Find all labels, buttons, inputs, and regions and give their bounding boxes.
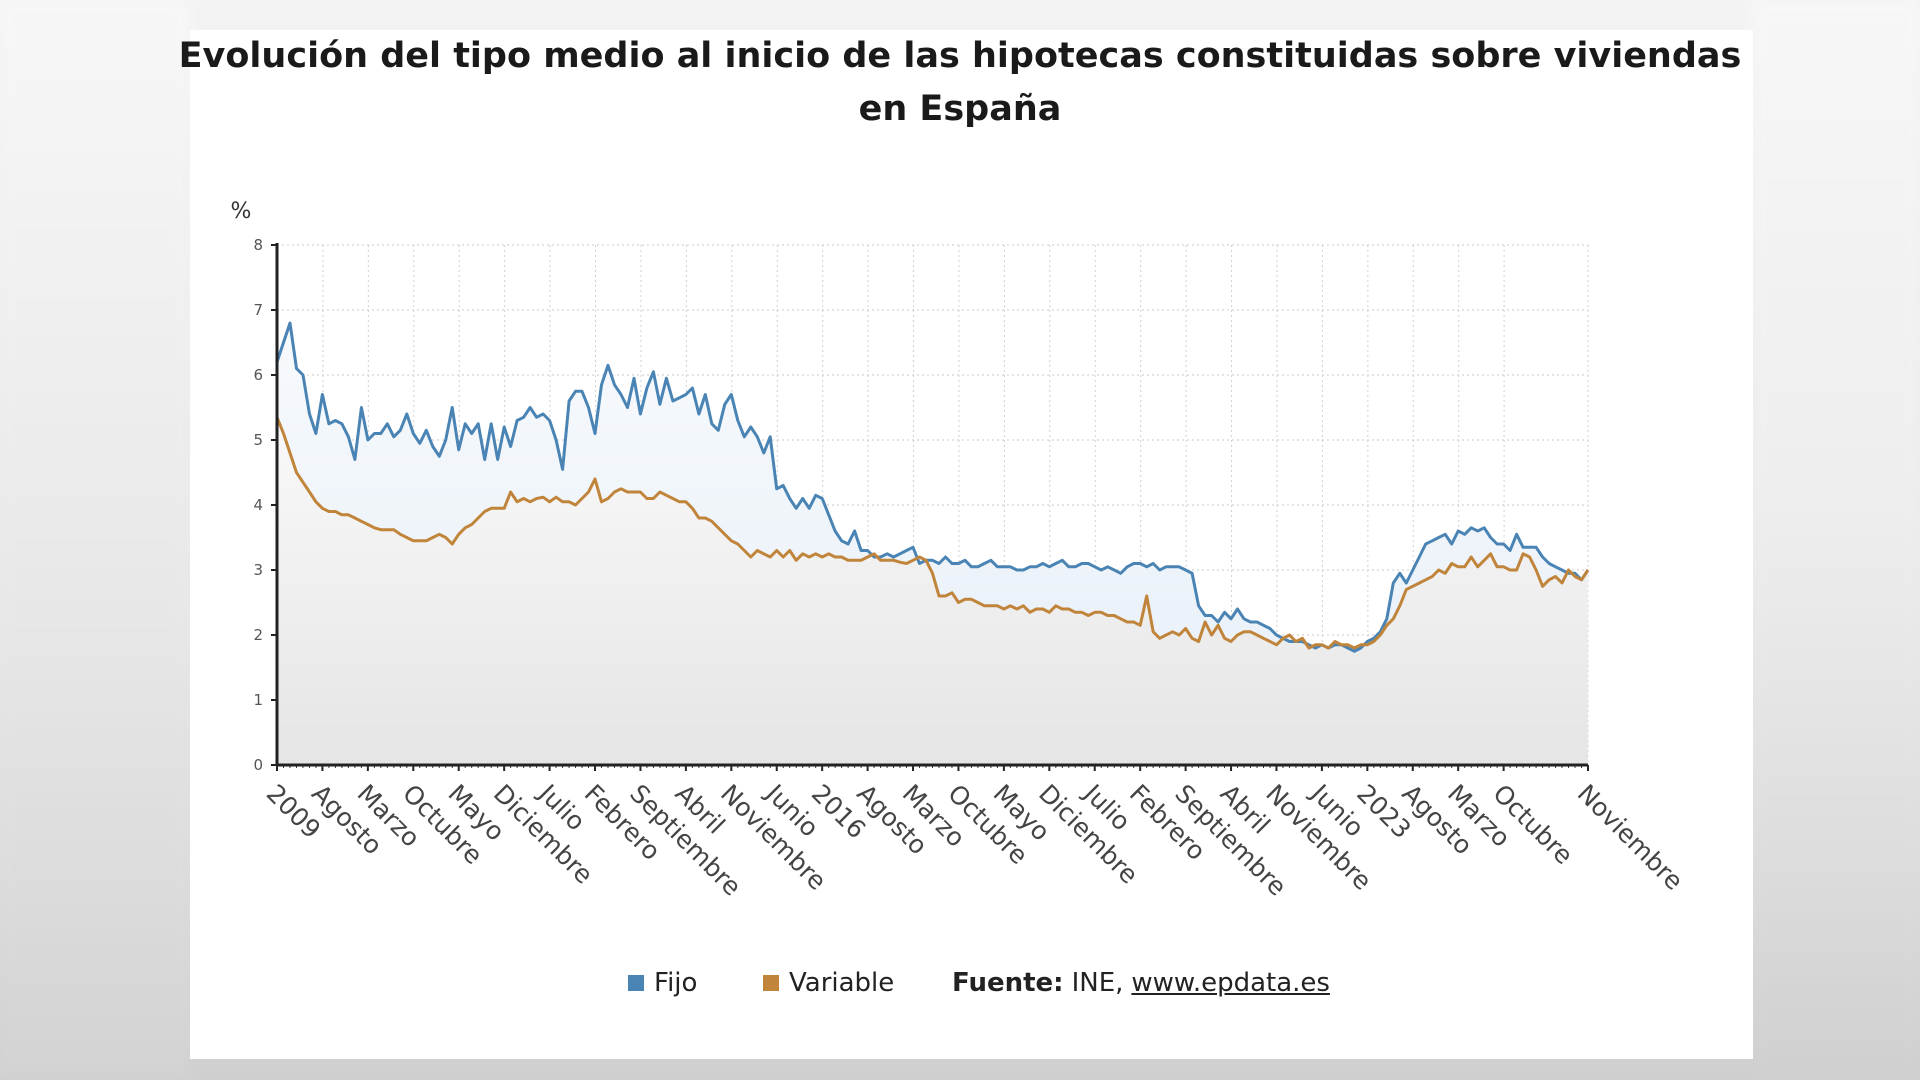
source-link[interactable]: www.epdata.es xyxy=(1131,968,1330,998)
source: Fuente: INE, www.epdata.es xyxy=(952,968,1330,998)
legend-label-fijo: Fijo xyxy=(654,968,698,998)
y-tick-label: 1 xyxy=(253,691,263,709)
source-label: Fuente: xyxy=(952,968,1064,998)
legend-swatch-variable xyxy=(763,975,779,991)
x-tick-label: Noviembre xyxy=(1572,779,1689,896)
legend-item-fijo[interactable]: Fijo xyxy=(628,968,697,998)
y-axis-label: % xyxy=(231,199,252,224)
legend-item-variable[interactable]: Variable xyxy=(763,968,894,998)
blurred-background-right xyxy=(1753,0,1920,1080)
source-text: INE, xyxy=(1071,968,1124,998)
y-tick-label: 6 xyxy=(253,366,263,384)
y-tick-label: 8 xyxy=(253,236,263,254)
line-fijo xyxy=(275,321,1590,653)
y-tick-label: 2 xyxy=(253,626,263,644)
legend-label-variable: Variable xyxy=(789,968,895,998)
y-tick-label: 0 xyxy=(253,756,263,774)
legend: Fijo Variable Fuente: INE, www.epdata.es xyxy=(0,968,1920,1008)
chart-title: Evolución del tipo medio al inicio de la… xyxy=(0,30,1920,136)
chart-title-line-2: en España xyxy=(858,89,1062,129)
line-variable xyxy=(275,416,1590,650)
area-variable xyxy=(277,417,1588,765)
blurred-background-left xyxy=(0,0,190,1080)
y-tick-label: 4 xyxy=(253,496,263,514)
y-tick-label: 3 xyxy=(253,561,263,579)
y-tick-label: 5 xyxy=(253,431,263,449)
legend-swatch-fijo xyxy=(628,975,644,991)
series-lines xyxy=(275,321,1590,653)
chart-title-line-1: Evolución del tipo medio al inicio de la… xyxy=(178,36,1742,76)
y-tick-label: 7 xyxy=(253,301,263,319)
series-areas xyxy=(277,323,1588,765)
